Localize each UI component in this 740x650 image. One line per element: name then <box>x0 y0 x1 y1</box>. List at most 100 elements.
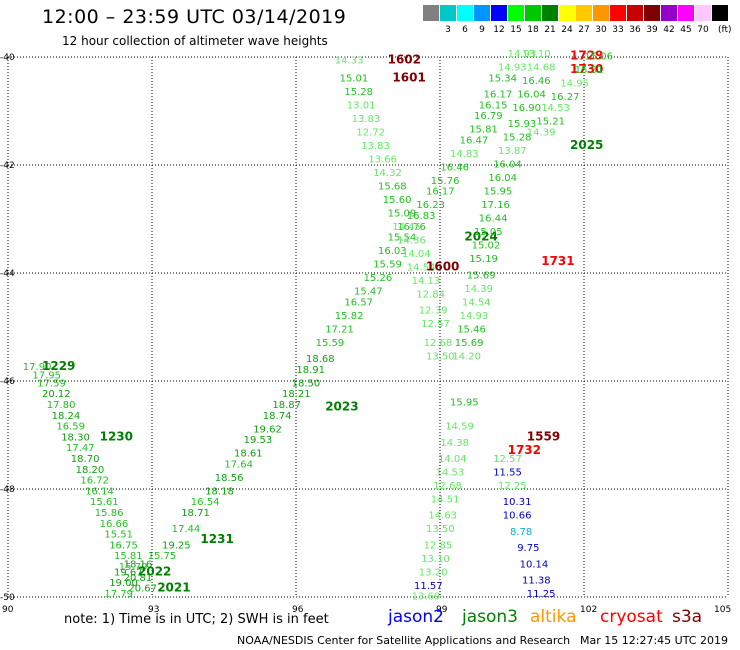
wave-height-value: 15.68 <box>378 181 407 192</box>
pass-time-label: 1559 <box>527 429 560 443</box>
wave-height-value: 14.39 <box>464 284 493 295</box>
wave-height-value: 17.21 <box>325 324 354 335</box>
y-tick-label: -50 <box>0 593 15 603</box>
wave-height-value: 18.70 <box>71 454 100 465</box>
footnote: note: 1) Time is in UTC; 2) SWH is in fe… <box>64 612 329 627</box>
wave-height-value: 15.31 <box>575 65 604 76</box>
wave-height-value: 16.57 <box>344 297 373 308</box>
pass-time-label: 1732 <box>508 443 541 457</box>
wave-height-value: 17.47 <box>66 443 95 454</box>
wave-height-value: 14.32 <box>373 168 402 179</box>
wave-height-value: 12.57 <box>493 454 522 465</box>
wave-height-value: 13.20 <box>419 567 448 578</box>
wave-height-value: 16.17 <box>426 187 455 198</box>
wave-height-value: 20.81 <box>124 573 153 584</box>
wave-height-value: 19.25 <box>162 540 191 551</box>
wave-height-value: 13.66 <box>368 154 397 165</box>
wave-height-value: 14.39 <box>527 127 556 138</box>
chart-subtitle: 12 hour collection of altimeter wave hei… <box>62 34 328 48</box>
wave-height-value: 14.83 <box>450 149 479 160</box>
wave-height-value: 16.04 <box>488 173 517 184</box>
wave-height-value: 14.93 <box>460 311 489 322</box>
wave-height-value: 16.14 <box>85 486 114 497</box>
wave-height-value: 15.06 <box>584 52 613 63</box>
wave-height-value: 18.74 <box>263 411 292 422</box>
wave-height-value: 18.16 <box>124 559 153 570</box>
wave-height-value: 14.54 <box>407 262 436 273</box>
wave-height-value: 9.75 <box>517 543 539 554</box>
wave-height-value: 18.91 <box>296 365 325 376</box>
wave-height-value: 10.14 <box>520 559 549 570</box>
wave-height-value: 12.68 <box>433 481 462 492</box>
pass-time-label: 1602 <box>388 52 421 66</box>
wave-height-value: 15.81 <box>114 551 143 562</box>
pass-time-label: 2021 <box>157 581 190 595</box>
scale-swatch <box>542 5 558 21</box>
wave-height-value: 15.28 <box>344 87 373 98</box>
scale-swatch <box>474 5 490 21</box>
wave-height-value: 18.20 <box>76 465 105 476</box>
wave-height-value: 15.86 <box>95 508 124 519</box>
wave-height-value: 17.64 <box>224 459 253 470</box>
wave-height-value: 16.04 <box>517 90 546 101</box>
wave-height-value: 15.76 <box>431 176 460 187</box>
scale-label: 27 <box>578 25 590 35</box>
wave-height-value: 16.72 <box>80 476 109 487</box>
scale-unit: (ft) <box>718 25 732 35</box>
wave-height-value: 15.69 <box>467 270 496 281</box>
wave-height-value: 15.81 <box>469 125 498 136</box>
pass-time-label: 1600 <box>426 259 459 273</box>
wave-height-value: 14.93 <box>508 49 537 60</box>
wave-height-value: 14.13 <box>412 276 441 287</box>
wave-height-value: 17.59 <box>37 378 66 389</box>
wave-height-value: 8.78 <box>510 527 532 538</box>
wave-height-value: 14.53 <box>436 468 465 479</box>
pass-time-label: 2024 <box>464 230 497 244</box>
wave-height-value: 16.54 <box>191 497 220 508</box>
wave-height-value: 15.79 <box>119 562 148 573</box>
wave-height-value: 13.87 <box>498 146 527 157</box>
wave-height-value: 12.85 <box>424 540 453 551</box>
wave-height-value: 14.53 <box>541 103 570 114</box>
wave-height-value: 17.16 <box>481 200 510 211</box>
scale-swatch <box>661 5 677 21</box>
y-tick-label: -44 <box>0 269 15 279</box>
wave-height-value: 13.83 <box>352 114 381 125</box>
wave-height-value: 15.02 <box>472 241 501 252</box>
wave-height-value: 15.51 <box>104 530 133 541</box>
x-tick-label: 102 <box>580 605 597 615</box>
wave-height-value: 16.66 <box>100 519 129 530</box>
scale-label: 12 <box>493 25 505 35</box>
pass-time-label: 1731 <box>541 254 574 268</box>
wave-height-value: 19.67 <box>114 567 143 578</box>
wave-height-value: 18.56 <box>215 473 244 484</box>
wave-height-value: 15.46 <box>457 324 486 335</box>
wave-height-value: 15.19 <box>469 254 498 265</box>
wave-height-value: 14.51 <box>431 495 460 506</box>
wave-height-value: 16.59 <box>56 422 85 433</box>
wave-height-value: 15.61 <box>90 497 119 508</box>
timestamp: Mar 15 12:27:45 UTC 2019 <box>580 634 728 647</box>
y-tick-label: -46 <box>0 377 15 387</box>
wave-height-value: 18.61 <box>234 449 263 460</box>
wave-height-value: 14.95 <box>560 79 589 90</box>
x-tick-label: 90 <box>2 605 14 615</box>
wave-height-value: 16.47 <box>460 135 489 146</box>
wave-height-value: 15.60 <box>383 195 412 206</box>
wave-height-value: 14.54 <box>462 297 491 308</box>
wave-height-value: 13.50 <box>426 351 455 362</box>
wave-height-value: 15.59 <box>373 260 402 271</box>
scale-label: 6 <box>462 25 468 35</box>
scale-label: 36 <box>629 25 641 35</box>
wave-height-value: 15.26 <box>364 273 393 284</box>
wave-height-value: 18.24 <box>52 411 81 422</box>
scale-swatch <box>576 5 592 21</box>
wave-height-value: 13.01 <box>347 100 376 111</box>
wave-height-value: 18.68 <box>306 354 335 365</box>
wave-height-value: 15.54 <box>388 233 417 244</box>
wave-height-value: 16.83 <box>407 211 436 222</box>
wave-height-value: 15.01 <box>340 73 369 84</box>
wave-height-value: 14.93 <box>498 63 527 74</box>
wave-height-value: 13.10 <box>522 49 551 60</box>
wave-height-value: 14.59 <box>445 422 474 433</box>
